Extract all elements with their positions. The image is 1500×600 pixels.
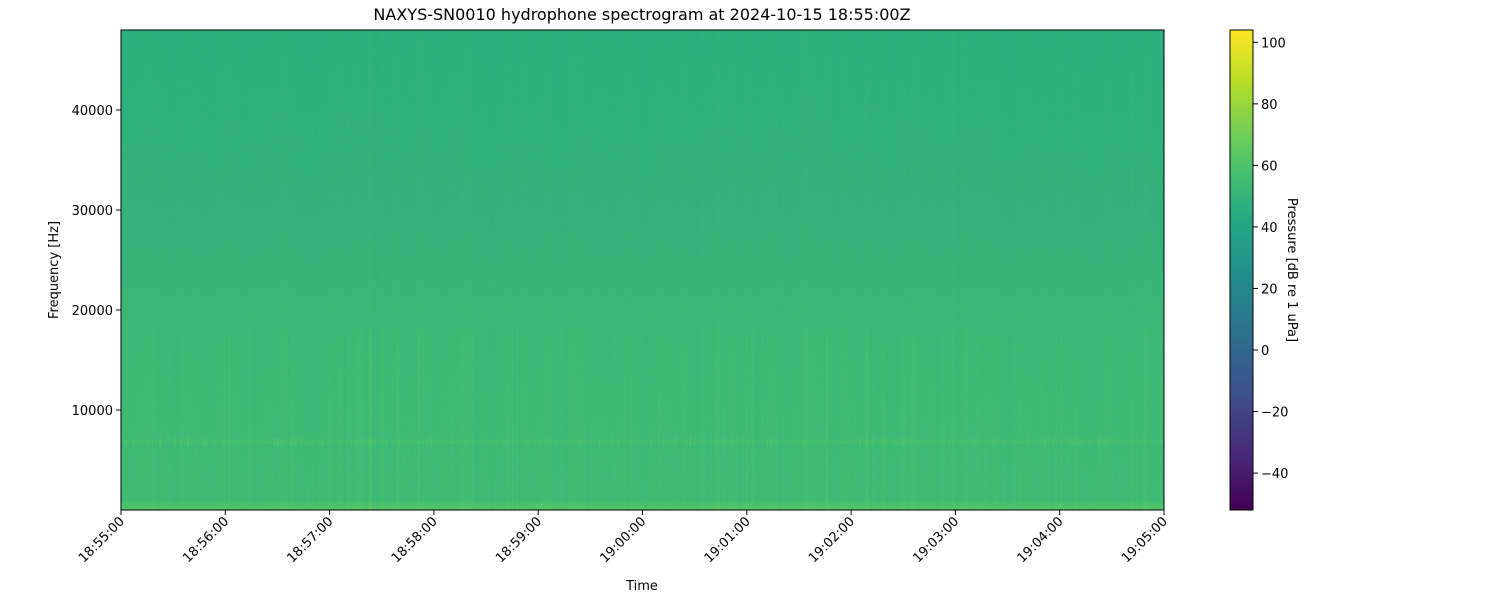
- y-tick-label: 10000: [72, 404, 113, 419]
- colorbar-axis: −40 −20 0 20 40 60 80 100: [1253, 36, 1288, 482]
- x-tick-label: 18:55:00: [76, 514, 128, 566]
- colorbar-tick-label: 20: [1261, 282, 1278, 297]
- plot-frame: [120, 29, 1165, 511]
- colorbar-tick-label: 60: [1261, 159, 1278, 174]
- colorbar-tick-label: −20: [1261, 406, 1288, 421]
- x-tick-label: 18:59:00: [493, 514, 545, 566]
- colorbar-tick-label: 0: [1261, 344, 1269, 359]
- x-tick-label: 19:02:00: [806, 514, 858, 566]
- colorbar-tick-label: 40: [1261, 221, 1278, 236]
- x-tick-label: 19:01:00: [702, 514, 754, 566]
- x-axis-label: Time: [625, 579, 658, 594]
- y-axis: 10000 20000 30000 40000: [72, 104, 121, 419]
- chart-title: NAXYS-SN0010 hydrophone spectrogram at 2…: [373, 5, 910, 24]
- x-tick-label: 18:56:00: [180, 514, 232, 566]
- y-tick-label: 20000: [72, 304, 113, 319]
- x-tick-label: 18:57:00: [285, 514, 337, 566]
- y-tick-label: 40000: [72, 104, 113, 119]
- x-axis: 18:55:00 18:56:00 18:57:00 18:58:00 18:59:00…: [76, 510, 1171, 566]
- x-tick-label: 18:58:00: [389, 514, 441, 566]
- colorbar-frame: [1229, 29, 1254, 511]
- colorbar-tick-label: 100: [1261, 36, 1286, 51]
- y-axis-label: Frequency [Hz]: [47, 221, 62, 319]
- y-tick-label: 30000: [72, 204, 113, 219]
- colorbar-tick-label: 80: [1261, 98, 1278, 113]
- x-tick-label: 19:00:00: [597, 514, 649, 566]
- x-tick-label: 19:03:00: [910, 514, 962, 566]
- colorbar-label: Pressure [dB re 1 uPa]: [1284, 198, 1299, 342]
- colorbar-gradient: [1230, 30, 1253, 510]
- colorbar-tick-label: −40: [1261, 467, 1288, 482]
- x-tick-label: 19:04:00: [1015, 514, 1067, 566]
- x-tick-label: 19:05:00: [1119, 514, 1171, 566]
- spectrogram-image: [121, 30, 1164, 510]
